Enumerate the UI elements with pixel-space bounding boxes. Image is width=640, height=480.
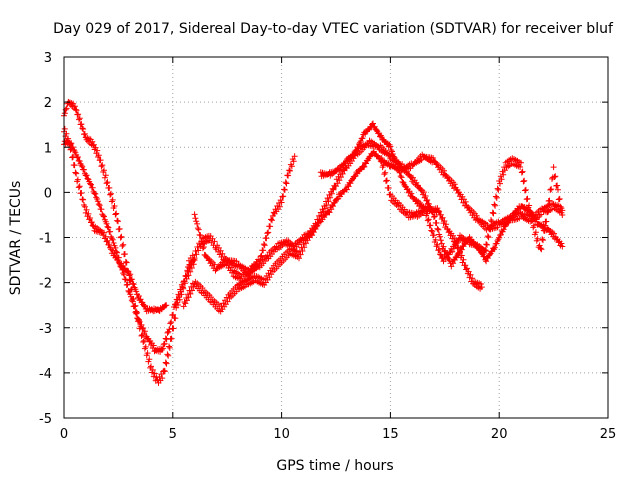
y-tick-label: -1: [39, 232, 52, 247]
x-tick-label: 0: [60, 427, 68, 442]
series-track-g: [317, 120, 485, 292]
x-tick-label: 25: [600, 427, 617, 442]
y-tick-label: -5: [39, 412, 52, 427]
y-tick-label: 1: [44, 141, 52, 156]
series-track-h: [378, 155, 490, 265]
chart-title: Day 029 of 2017, Sidereal Day-to-day VTE…: [53, 21, 614, 37]
axis-ticks: 0 5 10 15 20 25 -5 -4 -3 -2 -1 0 1 2 3: [39, 51, 616, 442]
y-tick-label: -3: [39, 322, 52, 337]
y-tick-label: 0: [44, 186, 52, 201]
x-axis-label: GPS time / hours: [276, 458, 393, 474]
y-tick-label: 3: [44, 51, 52, 66]
y-tick-label: -2: [39, 277, 52, 292]
series-markers: [317, 120, 485, 292]
x-tick-label: 20: [491, 427, 508, 442]
series-markers: [378, 155, 490, 265]
series-track-i: [483, 155, 566, 253]
y-tick-label: -4: [39, 367, 52, 382]
y-axis-label: SDTVAR / TECUs: [8, 181, 24, 296]
series-markers: [483, 155, 566, 253]
series-track-f: [191, 153, 298, 279]
x-tick-label: 5: [169, 427, 177, 442]
grid: [64, 57, 608, 418]
y-tick-label: 2: [44, 96, 52, 111]
x-tick-label: 15: [382, 427, 399, 442]
x-tick-label: 10: [273, 427, 290, 442]
series-markers: [191, 153, 298, 279]
